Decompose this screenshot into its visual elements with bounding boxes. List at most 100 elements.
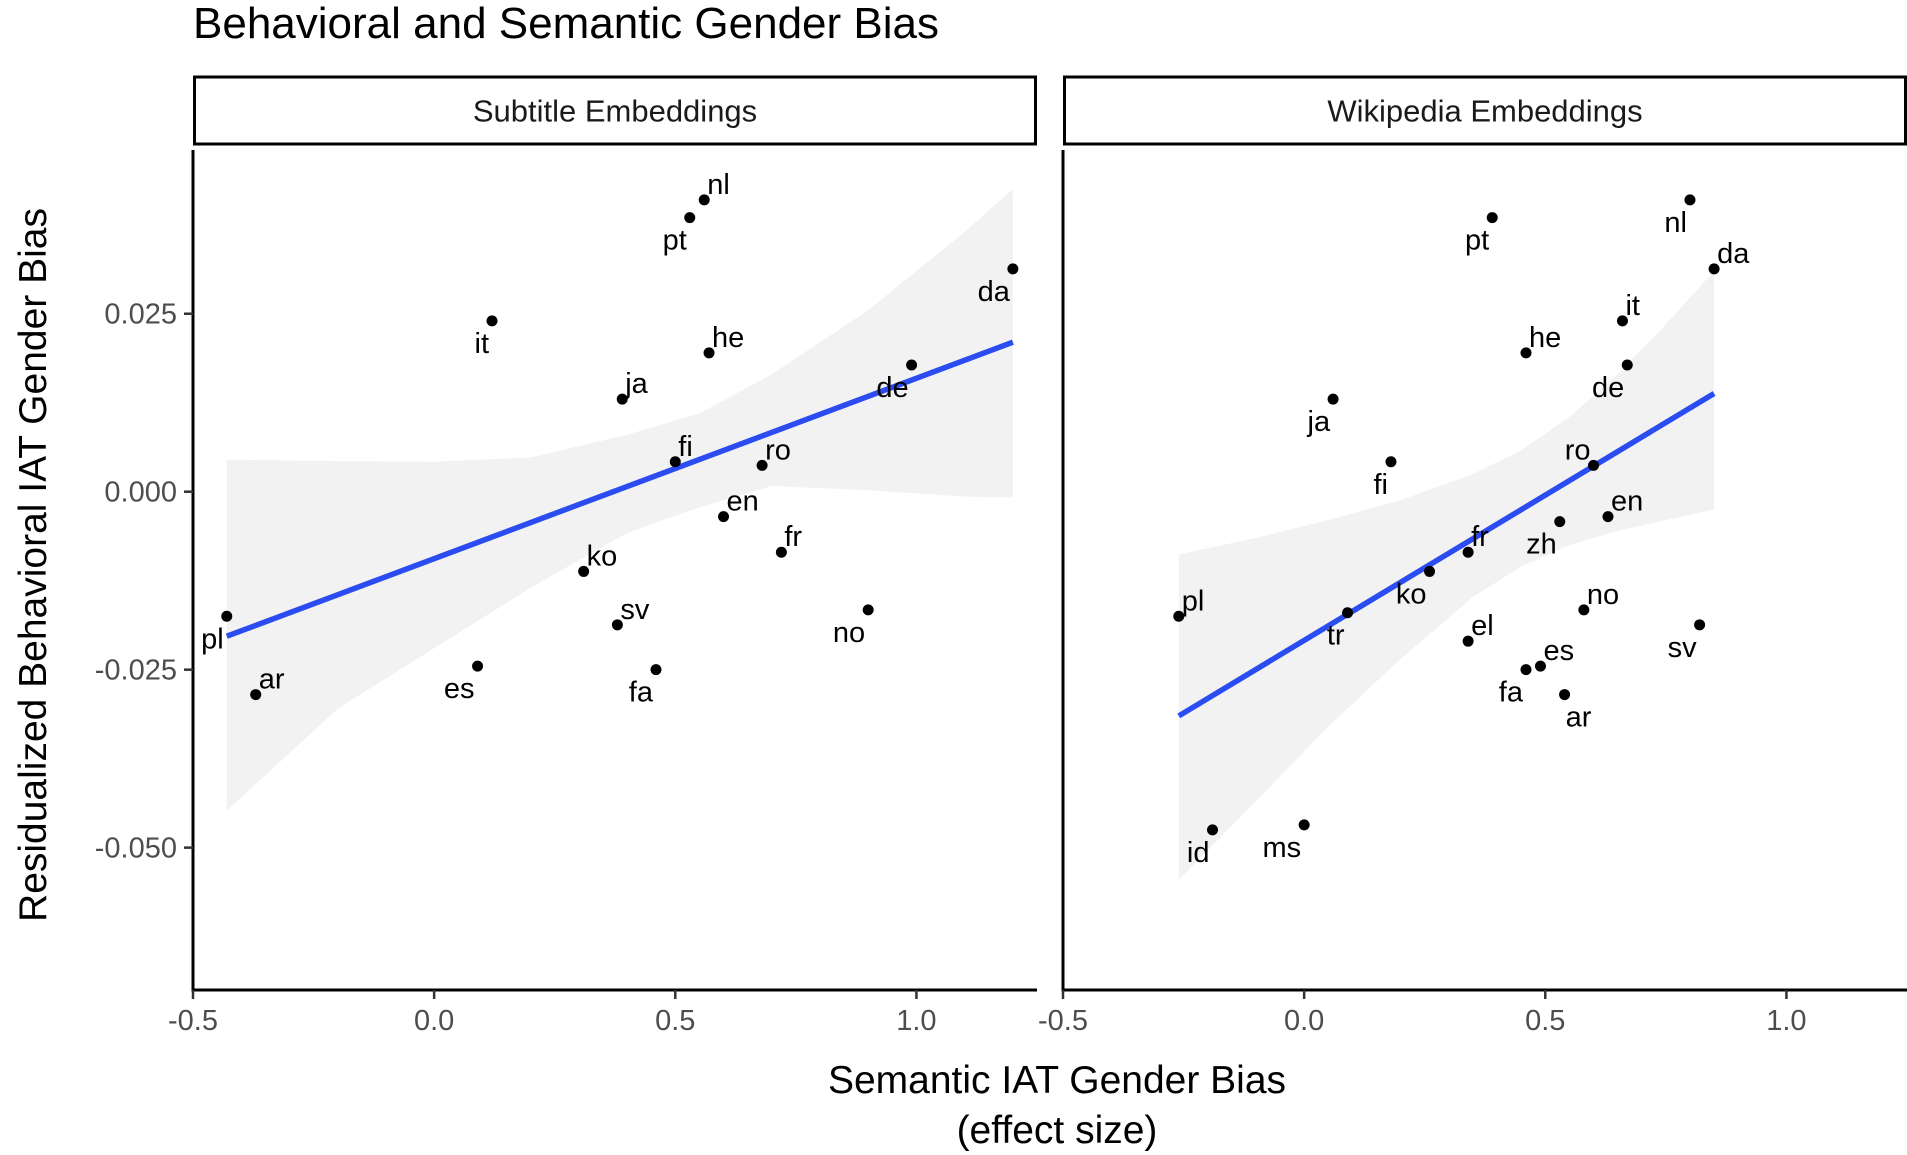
data-point-fi [669, 456, 681, 468]
data-point-sv [1694, 619, 1706, 631]
point-label-fi: fi [678, 431, 693, 463]
data-point-sv [611, 619, 623, 631]
y-tick-label: -0.025 [95, 655, 177, 687]
y-tick-label: -0.050 [95, 833, 177, 865]
point-label-en: en [727, 486, 759, 518]
regression-line [225, 339, 1014, 639]
data-point-de [1621, 359, 1633, 371]
point-label-no: no [1587, 579, 1619, 611]
point-label-ro: ro [765, 434, 791, 466]
data-point-fa [1520, 664, 1532, 676]
data-point-de [906, 359, 918, 371]
data-point-it [1616, 315, 1628, 327]
point-label-fa: fa [629, 677, 654, 709]
data-point-el [1462, 635, 1474, 647]
point-label-sv: sv [1668, 632, 1698, 664]
point-label-it: it [1625, 290, 1640, 322]
point-label-es: es [1543, 635, 1574, 667]
point-label-fr: fr [784, 521, 802, 553]
data-point-ro [756, 459, 768, 471]
data-point-pl [221, 610, 233, 622]
x-tick-label: 0.5 [655, 1005, 695, 1037]
data-point-pt [1486, 212, 1498, 224]
point-label-nl: nl [707, 169, 730, 201]
point-label-it: it [475, 328, 490, 360]
x-tick-label: 0.0 [1284, 1005, 1324, 1037]
data-point-id [1207, 824, 1219, 836]
data-point-da [1007, 263, 1019, 275]
data-point-da [1708, 263, 1720, 275]
data-point-ko [1424, 565, 1436, 577]
data-point-nl [1684, 194, 1696, 206]
point-label-da: da [1717, 238, 1750, 270]
point-label-nl: nl [1664, 207, 1687, 239]
point-label-ja: ja [624, 368, 648, 400]
point-label-no: no [833, 617, 865, 649]
x-axis-title-line-1: Semantic IAT Gender Bias [828, 1059, 1286, 1102]
data-point-en [1602, 511, 1614, 523]
point-label-pt: pt [663, 225, 687, 257]
confidence-band [226, 189, 1013, 811]
point-label-fi: fi [1373, 469, 1388, 501]
point-label-he: he [712, 322, 744, 354]
data-point-es [1534, 660, 1546, 672]
point-label-zh: zh [1526, 529, 1557, 561]
data-point-fi [1385, 456, 1397, 468]
chart-title: Behavioral and Semantic Gender Bias [193, 0, 939, 48]
data-point-fr [1462, 546, 1474, 558]
point-label-da: da [978, 276, 1011, 308]
facet-strip [193, 75, 1037, 146]
point-label-es: es [444, 673, 475, 705]
x-axis-title-line-2: (effect size) [957, 1109, 1158, 1152]
facet-strip-label: Wikipedia Embeddings [1327, 94, 1642, 129]
data-point-ja [1327, 393, 1339, 405]
data-point-fr [775, 546, 787, 558]
data-point-ms [1298, 819, 1310, 831]
point-label-pl: pl [201, 623, 224, 655]
point-label-ar: ar [1566, 702, 1592, 734]
data-point-ar [250, 689, 262, 701]
x-tick-label: -0.5 [168, 1005, 218, 1037]
data-point-he [1520, 347, 1532, 359]
data-point-ar [1559, 689, 1571, 701]
data-point-es [472, 660, 484, 672]
data-point-pl [1173, 610, 1185, 622]
point-label-he: he [1529, 322, 1561, 354]
x-tick-label: 1.0 [896, 1005, 936, 1037]
data-point-zh [1554, 516, 1566, 528]
data-point-nl [698, 194, 710, 206]
point-label-tr: tr [1327, 620, 1345, 652]
data-point-ko [578, 565, 590, 577]
facet-strip-label: Subtitle Embeddings [473, 94, 757, 129]
data-point-no [1578, 604, 1590, 616]
point-label-fr: fr [1471, 521, 1489, 553]
x-tick-label: -0.5 [1038, 1005, 1088, 1037]
point-label-el: el [1471, 610, 1494, 642]
point-label-pl: pl [1182, 585, 1205, 617]
point-label-sv: sv [620, 594, 650, 626]
data-point-fa [650, 664, 662, 676]
data-point-ja [616, 393, 628, 405]
facet-strip [1063, 75, 1907, 146]
data-point-no [862, 604, 874, 616]
data-point-en [718, 511, 730, 523]
confidence-band [1178, 271, 1715, 880]
point-label-ko: ko [1396, 578, 1427, 610]
data-point-tr [1342, 607, 1354, 619]
point-label-de: de [1592, 372, 1624, 404]
x-tick-label: 0.5 [1525, 1005, 1565, 1037]
x-tick-label: 0.0 [414, 1005, 454, 1037]
point-label-pt: pt [1465, 225, 1489, 257]
x-tick-label: 1.0 [1766, 1005, 1806, 1037]
data-point-ro [1588, 459, 1600, 471]
point-label-de: de [876, 372, 908, 404]
y-axis-title: Residualized Behavioral IAT Gender Bias [12, 208, 55, 922]
regression-line [1177, 391, 1716, 719]
point-label-ko: ko [587, 540, 618, 572]
point-label-ja: ja [1307, 406, 1331, 438]
y-tick-label: 0.025 [104, 299, 177, 331]
data-point-pt [684, 212, 696, 224]
